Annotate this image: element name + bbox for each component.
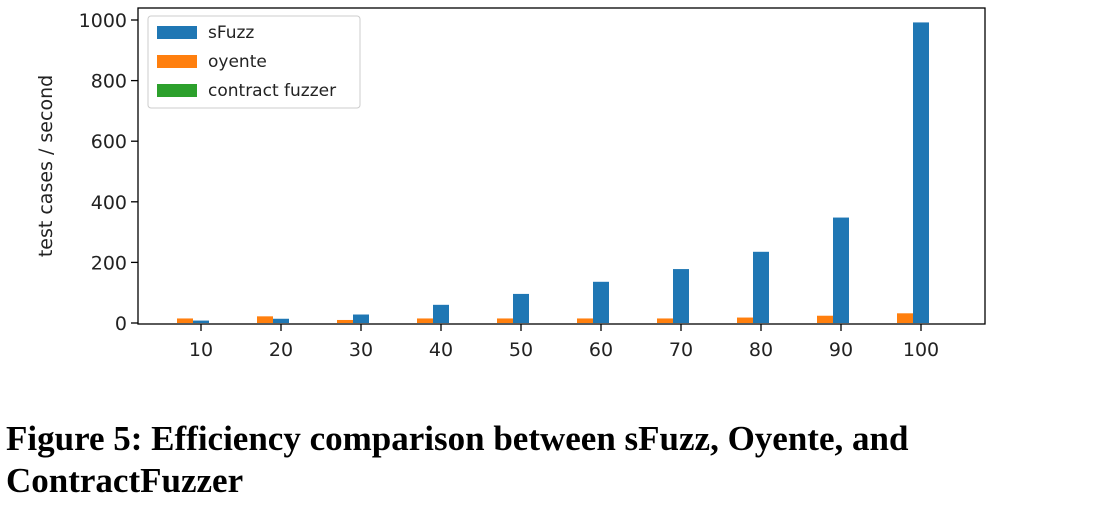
legend: sFuzz oyente contract fuzzer — [147, 15, 361, 109]
x-tick-label: 60 — [589, 339, 613, 361]
x-tick-label: 100 — [903, 339, 939, 361]
legend-label-contract-fuzzer: contract fuzzer — [208, 81, 336, 101]
bar-sFuzz-10 — [193, 320, 209, 323]
bar-oyente-90 — [817, 315, 833, 323]
x-tick-label: 40 — [429, 339, 453, 361]
y-tick-label: 0 — [115, 313, 127, 335]
y-tick-label: 800 — [91, 71, 127, 93]
x-tick-label: 10 — [189, 339, 213, 361]
legend-swatch-contract-fuzzer — [157, 84, 197, 97]
x-tick-label: 50 — [509, 339, 533, 361]
y-axis: 0 200 400 600 800 1000 — [79, 10, 138, 335]
bar-sFuzz-80 — [753, 251, 769, 323]
bar-oyente-70 — [657, 318, 673, 323]
bar-oyente-60 — [577, 318, 593, 323]
bar-sFuzz-70 — [673, 269, 689, 323]
legend-label-sFuzz: sFuzz — [208, 23, 254, 43]
bar-sFuzz-40 — [433, 304, 449, 323]
legend-swatch-sFuzz — [157, 26, 197, 39]
y-axis-label: test cases / second — [35, 75, 57, 257]
x-axis: 10 20 30 40 50 60 70 80 90 100 — [189, 324, 939, 361]
bar-oyente-20 — [257, 316, 273, 323]
plot-frame — [137, 7, 986, 325]
bar-oyente-30 — [337, 319, 353, 323]
legend-box — [147, 15, 361, 109]
bar-sFuzz-30 — [353, 314, 369, 323]
x-tick-label: 70 — [669, 339, 693, 361]
x-tick-label: 90 — [829, 339, 853, 361]
x-tick-label: 30 — [349, 339, 373, 361]
bar-oyente-50 — [497, 318, 513, 323]
bar-oyente-10 — [177, 318, 193, 323]
bar-oyente-40 — [417, 318, 433, 323]
bar-oyente-100 — [897, 313, 913, 323]
figure-caption: Figure 5: Efficiency comparison between … — [6, 419, 909, 500]
y-tick-label: 200 — [91, 252, 127, 274]
bar-sFuzz-50 — [513, 293, 529, 323]
bars-group — [177, 22, 929, 323]
legend-swatch-oyente — [157, 55, 197, 68]
y-tick-label: 1000 — [79, 10, 127, 32]
y-tick-label: 400 — [91, 192, 127, 214]
bar-sFuzz-20 — [273, 318, 289, 323]
y-tick-label: 600 — [91, 131, 127, 153]
bar-sFuzz-100 — [913, 22, 929, 323]
x-tick-label: 80 — [749, 339, 773, 361]
legend-label-oyente: oyente — [208, 52, 267, 72]
bar-sFuzz-60 — [593, 281, 609, 323]
bar-oyente-80 — [737, 317, 753, 323]
x-tick-label: 20 — [269, 339, 293, 361]
bar-sFuzz-90 — [833, 217, 849, 323]
